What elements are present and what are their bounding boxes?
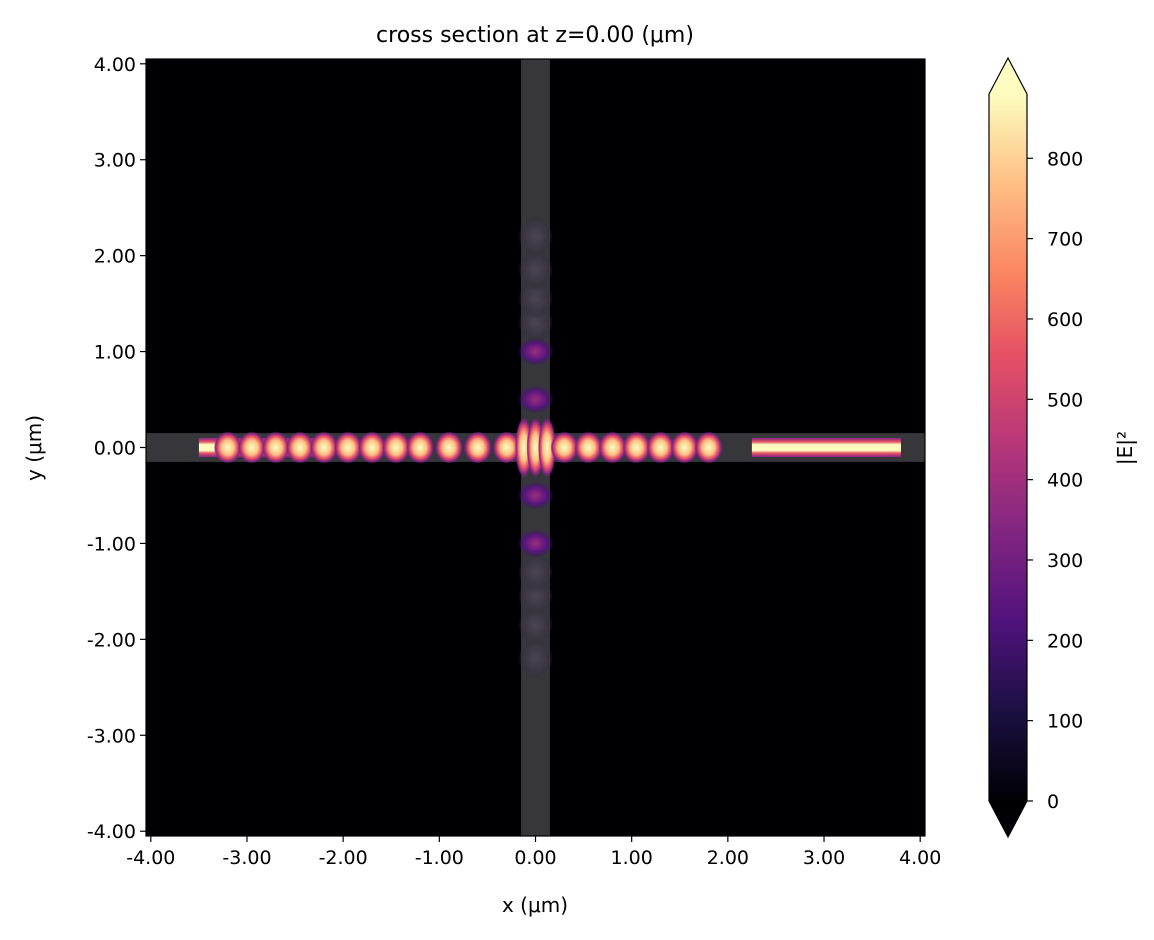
field-peak — [463, 431, 492, 464]
x-tick-label: -2.00 — [319, 847, 368, 869]
field-peak — [492, 431, 521, 464]
field-peak — [237, 431, 266, 464]
y-tick-label: -4.00 — [87, 821, 136, 843]
field-lobe — [518, 638, 553, 679]
field-lobe — [517, 385, 554, 414]
field-lobe — [518, 278, 553, 319]
colorbar-tick-label: 200 — [1047, 630, 1083, 652]
x-tick-label: 4.00 — [899, 847, 941, 869]
field-peak — [261, 431, 290, 464]
field-lobe — [518, 216, 553, 257]
y-tick-label: -1.00 — [87, 533, 136, 555]
field-peak — [598, 431, 627, 464]
field-peak — [694, 431, 723, 464]
x-axis: -4.00 -3.00 -2.00 -1.00 0.00 1.00 2.00 3.00 4.00 — [126, 836, 941, 869]
colorbar-gradient — [989, 94, 1027, 801]
field-lobe — [517, 481, 554, 510]
field-peak — [622, 431, 651, 464]
field-lobe — [518, 604, 553, 645]
x-tick-label: 2.00 — [707, 847, 749, 869]
field-peak — [646, 431, 675, 464]
field-peak — [538, 417, 557, 478]
field-lobe — [517, 529, 554, 558]
field-peak — [213, 431, 242, 464]
colorbar-extend-min — [989, 801, 1027, 837]
colorbar-tick-label: 600 — [1047, 309, 1083, 331]
x-axis-label: x (μm) — [502, 893, 568, 917]
field-lobe — [517, 337, 554, 366]
x-tick-label: -1.00 — [415, 847, 464, 869]
x-tick-label: -4.00 — [126, 847, 175, 869]
colorbar-tick-label: 700 — [1047, 229, 1083, 251]
field-peak — [406, 431, 435, 464]
colorbar-label: |E|² — [1113, 431, 1137, 465]
x-tick-label: -3.00 — [222, 847, 271, 869]
field-peak — [382, 431, 411, 464]
field-peak — [550, 431, 579, 464]
field-peak — [358, 431, 387, 464]
field-peak — [333, 431, 362, 464]
chart-title: cross section at z=0.00 (μm) — [376, 23, 694, 48]
field-lobe — [518, 552, 553, 593]
colorbar-tick-label: 500 — [1047, 389, 1083, 411]
y-tick-label: -3.00 — [87, 725, 136, 747]
y-tick-label: 4.00 — [94, 54, 136, 76]
colorbar-tick-label: 800 — [1047, 148, 1083, 170]
field-lobe — [518, 250, 553, 291]
x-tick-label: 0.00 — [514, 847, 556, 869]
colorbar: 0 100 200 300 400 500 600 700 800 — [988, 56, 1083, 839]
y-tick-label: 1.00 — [94, 342, 136, 364]
colorbar-tick-label: 0 — [1047, 791, 1059, 813]
y-tick-label: 2.00 — [94, 246, 136, 268]
colorbar-tick-label: 300 — [1047, 550, 1083, 572]
y-axis: -4.00 -3.00 -2.00 -1.00 0.00 1.00 2.00 3.00 4.00 — [87, 54, 146, 843]
field-layer — [146, 59, 925, 836]
colorbar-tick-label: 100 — [1047, 711, 1083, 733]
colorbar-extend-max — [989, 58, 1027, 94]
colorbar-tick-label: 400 — [1047, 470, 1083, 492]
x-tick-label: 3.00 — [803, 847, 845, 869]
y-tick-label: 3.00 — [94, 150, 136, 172]
field-peak — [670, 431, 699, 464]
field-peak — [434, 431, 463, 464]
y-axis-label: y (μm) — [22, 415, 46, 481]
field-band-right — [751, 437, 901, 458]
x-tick-label: 1.00 — [611, 847, 653, 869]
field-peak — [309, 431, 338, 464]
y-tick-label: 0.00 — [94, 438, 136, 460]
field-peak — [285, 431, 314, 464]
field-peak — [574, 431, 603, 464]
y-tick-label: -2.00 — [87, 629, 136, 651]
